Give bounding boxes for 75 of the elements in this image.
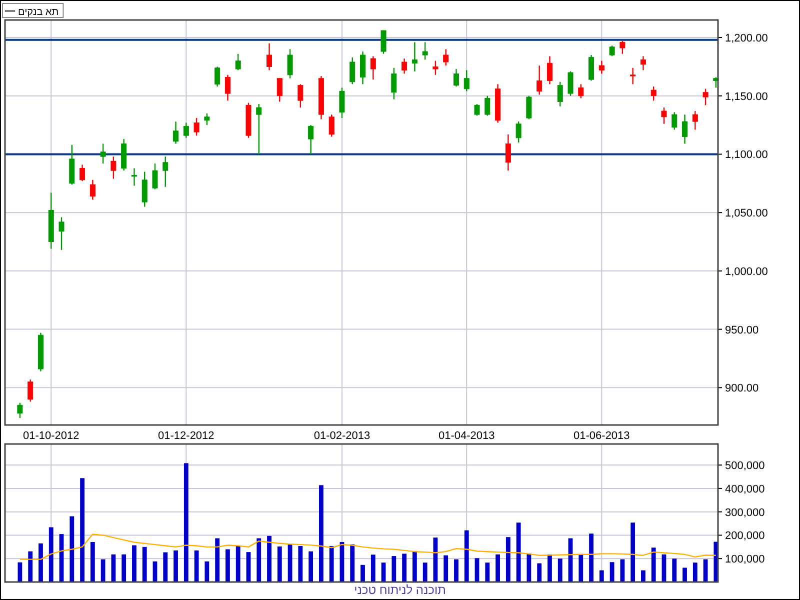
bar xyxy=(163,552,168,582)
bar xyxy=(496,554,500,582)
x-tick-label: 01-04-2013 xyxy=(438,430,495,442)
bar xyxy=(318,485,324,582)
bar xyxy=(236,546,240,582)
bar xyxy=(70,516,74,582)
bar xyxy=(204,561,210,582)
bar xyxy=(80,478,84,582)
bar xyxy=(48,527,54,582)
y-tick-label: 100,000 xyxy=(725,554,765,566)
bar xyxy=(174,550,178,582)
bar xyxy=(360,564,365,582)
x-tick-label: 01-02-2013 xyxy=(314,430,370,442)
bar xyxy=(246,552,251,582)
y-tick-label: 1,200.00 xyxy=(725,32,768,45)
y-tick-label: 1,150.00 xyxy=(725,90,768,103)
bar xyxy=(329,546,334,582)
bar xyxy=(142,546,147,582)
y-tick-label: 200,000 xyxy=(725,530,765,542)
text: תוכנה לניתוח טכני xyxy=(354,583,446,597)
bar xyxy=(474,558,480,582)
bar xyxy=(298,546,303,582)
bar xyxy=(422,562,428,582)
bar xyxy=(38,543,43,582)
y-tick-label: 950.00 xyxy=(725,324,759,336)
y-tick-label: 1,000.00 xyxy=(725,266,768,278)
y-tick-label: 1,050.00 xyxy=(725,208,768,220)
legend: תא בנקים xyxy=(2,3,64,18)
bar xyxy=(28,551,33,582)
y-tick-label: 1,100.00 xyxy=(725,149,768,162)
bar xyxy=(392,556,396,582)
bar xyxy=(122,554,126,582)
bar xyxy=(485,562,490,582)
bar xyxy=(682,568,687,582)
bar xyxy=(599,570,604,582)
bar xyxy=(90,542,95,582)
x-tick-label: 01-10-2012 xyxy=(22,430,80,442)
y-tick-label: 500,000 xyxy=(725,460,765,472)
y-tick-label: 400,000 xyxy=(725,483,765,496)
bar xyxy=(215,538,220,582)
bar xyxy=(277,546,282,582)
bar xyxy=(506,537,510,582)
bar xyxy=(370,554,376,582)
bar xyxy=(132,545,136,582)
bar xyxy=(256,538,262,582)
bar xyxy=(578,554,584,582)
bar xyxy=(100,559,106,582)
bar xyxy=(454,559,458,582)
bar xyxy=(308,551,314,582)
y-tick-label: 300,000 xyxy=(725,506,765,519)
x-tick-label: 01-12-2012 xyxy=(158,430,214,442)
bar xyxy=(516,522,521,582)
bar xyxy=(464,530,469,582)
bar xyxy=(558,558,562,582)
bar xyxy=(641,570,646,582)
bar xyxy=(620,559,625,582)
bar xyxy=(526,553,532,582)
bar xyxy=(226,549,230,582)
bar xyxy=(651,548,656,582)
bar xyxy=(589,534,594,582)
y-tick-label: 900.00 xyxy=(725,382,759,395)
bar xyxy=(412,551,417,582)
bar xyxy=(537,563,542,582)
x-tick-label: 01-06-2013 xyxy=(574,430,630,442)
line-series xyxy=(19,534,717,560)
bar xyxy=(692,562,698,582)
bar xyxy=(630,522,636,582)
bar xyxy=(184,463,188,582)
bar xyxy=(402,554,406,582)
bar xyxy=(350,544,355,582)
bar xyxy=(548,554,552,582)
bar xyxy=(444,555,448,582)
bar xyxy=(672,558,677,582)
bar xyxy=(267,536,272,582)
bar xyxy=(111,554,116,582)
